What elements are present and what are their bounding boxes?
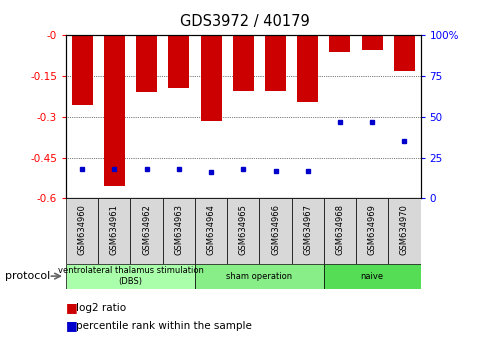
Text: GSM634962: GSM634962 bbox=[142, 204, 151, 255]
Text: GSM634965: GSM634965 bbox=[238, 204, 247, 255]
Text: GSM634967: GSM634967 bbox=[303, 204, 312, 255]
Bar bbox=[393, 35, 414, 71]
Text: GSM634963: GSM634963 bbox=[174, 204, 183, 255]
Bar bbox=[72, 35, 92, 105]
Bar bbox=[297, 35, 318, 102]
Text: naive: naive bbox=[360, 272, 383, 281]
Bar bbox=[323, 198, 355, 264]
Text: GSM634969: GSM634969 bbox=[367, 204, 376, 255]
Bar bbox=[130, 198, 163, 264]
Bar bbox=[168, 35, 189, 88]
Bar bbox=[323, 264, 420, 289]
Bar bbox=[98, 198, 130, 264]
Text: GDS3972 / 40179: GDS3972 / 40179 bbox=[179, 14, 309, 29]
Bar bbox=[66, 198, 98, 264]
Text: protocol: protocol bbox=[5, 271, 50, 281]
Text: ■: ■ bbox=[66, 319, 78, 332]
Bar bbox=[66, 264, 195, 289]
Bar bbox=[195, 198, 227, 264]
Bar bbox=[232, 35, 253, 91]
Text: ventrolateral thalamus stimulation
(DBS): ventrolateral thalamus stimulation (DBS) bbox=[58, 267, 203, 286]
Text: percentile rank within the sample: percentile rank within the sample bbox=[76, 321, 251, 331]
Bar bbox=[361, 35, 382, 50]
Bar bbox=[259, 198, 291, 264]
Bar bbox=[329, 35, 350, 52]
Bar bbox=[291, 198, 323, 264]
Text: GSM634961: GSM634961 bbox=[110, 204, 119, 255]
Text: GSM634966: GSM634966 bbox=[270, 204, 280, 255]
Text: sham operation: sham operation bbox=[226, 272, 292, 281]
Text: log2 ratio: log2 ratio bbox=[76, 303, 126, 313]
Text: GSM634960: GSM634960 bbox=[78, 204, 86, 255]
Bar bbox=[195, 264, 323, 289]
Text: GSM634970: GSM634970 bbox=[399, 204, 408, 255]
Bar bbox=[227, 198, 259, 264]
Bar bbox=[163, 198, 195, 264]
Bar bbox=[264, 35, 285, 91]
Bar bbox=[355, 198, 387, 264]
Bar bbox=[136, 35, 157, 92]
Bar bbox=[103, 35, 124, 186]
Text: GSM634968: GSM634968 bbox=[335, 204, 344, 255]
Text: ■: ■ bbox=[66, 302, 78, 314]
Bar bbox=[387, 198, 420, 264]
Text: GSM634964: GSM634964 bbox=[206, 204, 215, 255]
Bar bbox=[200, 35, 221, 121]
